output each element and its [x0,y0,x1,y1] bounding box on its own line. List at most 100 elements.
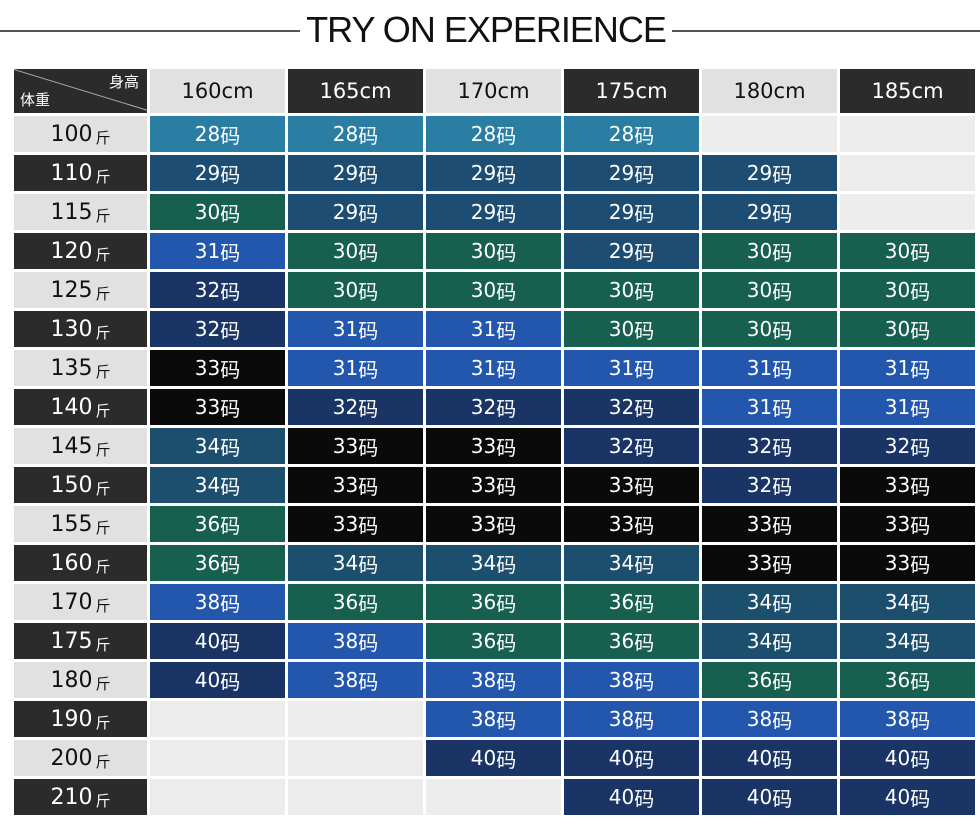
size-unit: 码 [910,708,931,733]
size-unit: 码 [910,513,931,538]
size-value: 34 [194,473,221,497]
weight-value: 135 [50,355,93,381]
size-unit: 码 [634,474,655,499]
weight-value: 160 [50,550,93,576]
size-value: 33 [194,356,221,380]
weight-unit: 斤 [95,323,111,342]
title-rule-left [0,30,300,32]
size-unit: 码 [220,318,241,343]
size-cell: 33 码 [840,467,975,503]
size-value: 36 [608,590,635,614]
size-unit: 码 [772,474,793,499]
size-cell: 36 码 [426,584,561,620]
size-cell: 30 码 [288,233,423,269]
size-cell: 29 码 [288,155,423,191]
size-value: 34 [332,551,359,575]
size-unit: 码 [496,357,517,382]
size-unit: 码 [772,630,793,655]
size-unit: 码 [634,669,655,694]
size-cell: 38 码 [288,662,423,698]
weight-header-cell: 135 斤 [14,350,147,386]
size-cell: 33 码 [702,545,837,581]
size-cell: 40 码 [702,779,837,815]
size-value: 38 [608,668,635,692]
size-unit: 码 [634,630,655,655]
size-cell: 29 码 [426,155,561,191]
size-cell: 29 码 [564,155,699,191]
size-unit: 码 [496,669,517,694]
size-value: 30 [608,278,635,302]
size-unit: 码 [220,474,241,499]
size-unit: 码 [634,123,655,148]
table-corner-header: 身高 体重 [14,69,147,113]
size-cell: 31 码 [840,389,975,425]
size-unit: 码 [358,396,379,421]
size-value: 30 [194,200,221,224]
size-unit: 码 [496,747,517,772]
height-header-cell: 175cm [564,69,699,113]
size-cell: 29 码 [564,233,699,269]
size-cell: 30 码 [564,311,699,347]
size-unit: 码 [496,162,517,187]
size-unit: 码 [358,318,379,343]
size-value: 29 [470,161,497,185]
size-unit: 码 [496,552,517,577]
title-rule-right [672,30,980,32]
size-cell: 29 码 [150,155,285,191]
size-value: 28 [332,122,359,146]
weight-unit: 斤 [95,479,111,498]
size-unit: 码 [220,513,241,538]
size-unit: 码 [496,201,517,226]
page-title: TRY ON EXPERIENCE [306,9,667,50]
size-cell: 29 码 [702,194,837,230]
size-value: 38 [470,707,497,731]
size-unit: 码 [772,318,793,343]
weight-header-cell: 155 斤 [14,506,147,542]
size-unit: 码 [358,591,379,616]
weight-unit: 斤 [95,206,111,225]
size-unit: 码 [358,552,379,577]
size-value: 32 [884,434,911,458]
size-unit: 码 [220,279,241,304]
size-value: 30 [470,239,497,263]
size-cell: 31 码 [426,311,561,347]
weight-unit: 斤 [95,401,111,420]
size-unit: 码 [496,630,517,655]
size-unit: 码 [772,669,793,694]
size-unit: 码 [220,357,241,382]
size-unit: 码 [496,513,517,538]
size-unit: 码 [634,708,655,733]
size-unit: 码 [496,123,517,148]
size-unit: 码 [910,357,931,382]
weight-header-cell: 190 斤 [14,701,147,737]
size-value: 31 [608,356,635,380]
size-unit: 码 [358,513,379,538]
size-value: 36 [470,590,497,614]
size-unit: 码 [220,591,241,616]
size-value: 32 [746,434,773,458]
size-unit: 码 [634,162,655,187]
size-unit: 码 [496,474,517,499]
size-unit: 码 [634,279,655,304]
size-value: 36 [194,512,221,536]
size-cell: 31 码 [150,233,285,269]
size-unit: 码 [634,591,655,616]
size-value: 30 [884,239,911,263]
size-value: 32 [470,395,497,419]
size-unit: 码 [496,591,517,616]
weight-unit: 斤 [95,752,111,771]
size-value: 34 [884,590,911,614]
size-value: 33 [608,512,635,536]
size-table: 身高 体重 160cm 165cm 170cm 175cm 180cm 185cm 100 斤… [14,69,975,815]
size-value: 31 [470,317,497,341]
size-cell: 36 码 [150,545,285,581]
size-unit: 码 [220,240,241,265]
size-value: 34 [470,551,497,575]
size-unit: 码 [358,279,379,304]
size-value: 28 [608,122,635,146]
size-unit: 码 [772,552,793,577]
height-header-cell: 185cm [840,69,975,113]
size-value: 34 [608,551,635,575]
size-cell: 34 码 [702,623,837,659]
weight-unit: 斤 [95,128,111,147]
